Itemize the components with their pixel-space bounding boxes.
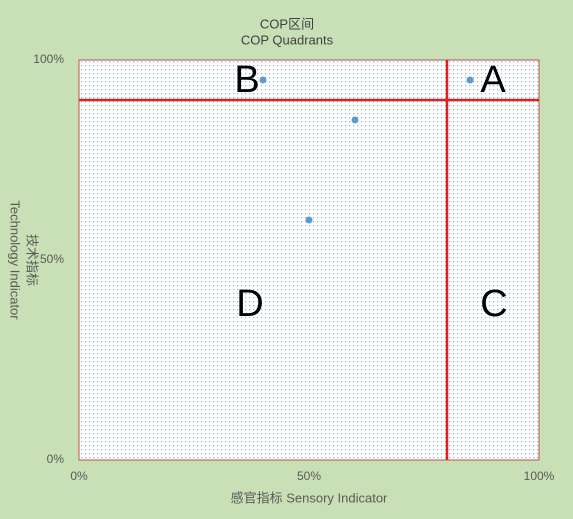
point: [305, 216, 313, 224]
quadrant-label: C: [480, 283, 507, 325]
chart-title: COP区间: [260, 16, 314, 31]
quadrant-label: A: [480, 59, 506, 101]
x-tick-label: 100%: [524, 469, 555, 483]
point: [466, 76, 474, 84]
y-axis-title: Technology Indicator: [8, 200, 23, 320]
chart-subtitle: COP Quadrants: [241, 32, 334, 47]
y-tick-label: 100%: [33, 52, 64, 66]
x-tick-label: 0%: [70, 469, 88, 483]
point: [259, 76, 267, 84]
point: [351, 116, 359, 124]
quadrant-label: D: [236, 283, 263, 325]
plot-area: [78, 59, 540, 461]
x-axis-title: 感官指标 Sensory Indicator: [231, 490, 388, 505]
y-axis-title: 技术指标: [25, 234, 40, 286]
y-tick-label: 50%: [40, 252, 64, 266]
quadrant-label: B: [234, 59, 259, 101]
x-tick-label: 50%: [297, 469, 321, 483]
y-tick-label: 0%: [47, 452, 65, 466]
